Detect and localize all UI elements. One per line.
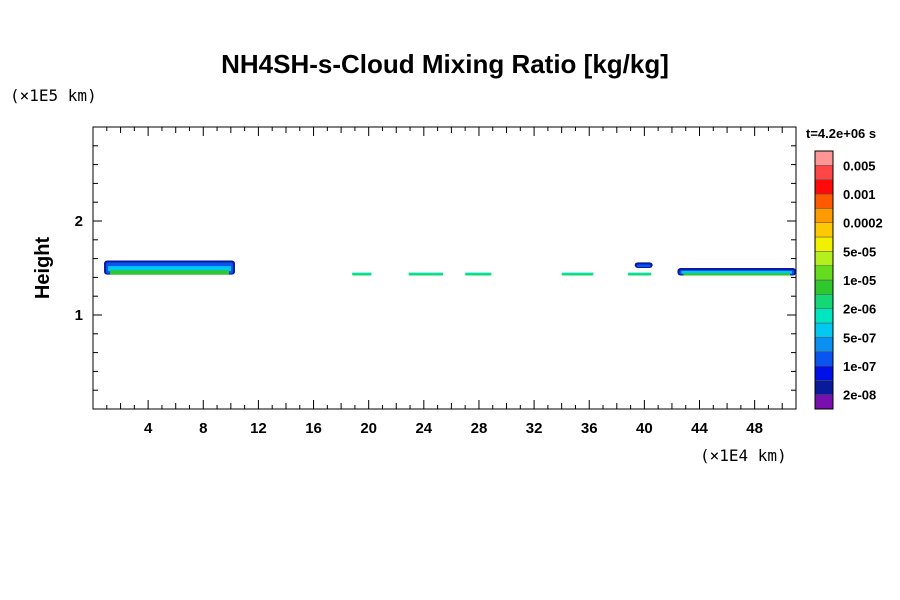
x-tick-label: 32 — [526, 420, 543, 437]
cloud-layer-cyan — [408, 272, 444, 274]
colorbar-label: 0.005 — [843, 158, 876, 173]
colorbar-swatch — [814, 251, 834, 266]
cloud-patch-7 — [634, 262, 653, 268]
cloud-layer-cyan — [108, 266, 231, 272]
cloud-layer-cyan — [681, 271, 792, 274]
cloud-layer-green — [110, 270, 229, 275]
colorbar-swatch — [814, 308, 834, 324]
colorbar-swatch — [814, 365, 834, 381]
x-tick-label: 16 — [305, 420, 322, 437]
cloud-layer-cyan — [627, 272, 652, 274]
colorbar-swatch — [814, 380, 834, 395]
colorbar-swatch — [814, 222, 834, 238]
colorbar-swatch — [814, 165, 834, 180]
colorbar-label: 2e-08 — [843, 388, 876, 403]
cloud-patch-6 — [627, 272, 652, 276]
y-tick-label: 1 — [75, 307, 83, 324]
cloud-layer-blue — [636, 264, 651, 267]
colorbar-label: 5e-07 — [843, 330, 876, 345]
colorbar-label: 1e-07 — [843, 359, 876, 374]
cloud-patch-4 — [465, 272, 492, 276]
y-axis-label: Height — [32, 237, 54, 300]
colorbar-label: 5e-05 — [843, 244, 876, 259]
cloud-patch-2 — [352, 272, 372, 276]
cloud-layer-cyan — [352, 272, 372, 274]
colorbar-label: 2e-06 — [843, 302, 876, 317]
cloud-patch-5 — [561, 272, 594, 276]
colorbar-label: 0.0002 — [843, 216, 883, 231]
x-tick-label: 36 — [581, 420, 598, 437]
colorbar-swatch — [814, 193, 834, 209]
x-unit-label: (×1E4 km) — [700, 446, 787, 465]
colorbar-label: 0.001 — [843, 187, 876, 202]
cloud-patch-8 — [677, 268, 796, 276]
x-tick-label: 12 — [250, 420, 267, 437]
time-label: t=4.2e+06 s — [806, 126, 876, 141]
cloud-layer-green — [683, 273, 790, 276]
x-tick-label: 40 — [636, 420, 653, 437]
x-tick-label: 44 — [691, 420, 708, 437]
cloud-layer-cyan — [465, 272, 492, 274]
plot-area — [104, 260, 796, 276]
x-tick-label: 48 — [746, 420, 763, 437]
x-tick-label: 20 — [360, 420, 377, 437]
colorbar-frame — [814, 150, 834, 410]
colorbar-swatch — [814, 337, 834, 352]
chart-title: NH4SH-s-Cloud Mixing Ratio [kg/kg] — [221, 49, 669, 79]
colorbar-swatch — [814, 351, 834, 367]
colorbar-swatch — [814, 208, 834, 223]
cloud-layer-cyan — [561, 272, 594, 274]
plot-frame — [92, 126, 797, 410]
colorbar-label: 1e-05 — [843, 273, 876, 288]
y-tick-label: 2 — [75, 213, 83, 230]
colorbar-swatch — [814, 236, 834, 252]
x-tick-label: 8 — [199, 420, 207, 437]
colorbar-swatch — [814, 179, 834, 195]
colorbar-swatch — [814, 279, 834, 295]
x-tick-label: 24 — [415, 420, 432, 437]
colorbar-swatch — [814, 265, 834, 281]
colorbar-swatch — [814, 322, 834, 338]
x-tick-label: 28 — [471, 420, 488, 437]
y-unit-label: (×1E5 km) — [10, 86, 97, 105]
colorbar: 2e-08 1e-07 5e-07 2e-06 1e-05 5e-05 0.0002 0.00… — [814, 150, 883, 410]
cloud-patch-3 — [408, 272, 444, 276]
colorbar-swatch — [814, 394, 834, 410]
colorbar-swatch — [814, 150, 834, 166]
x-tick-label: 4 — [144, 420, 153, 437]
cloud-patch-1 — [104, 260, 235, 275]
colorbar-swatch — [814, 294, 834, 309]
